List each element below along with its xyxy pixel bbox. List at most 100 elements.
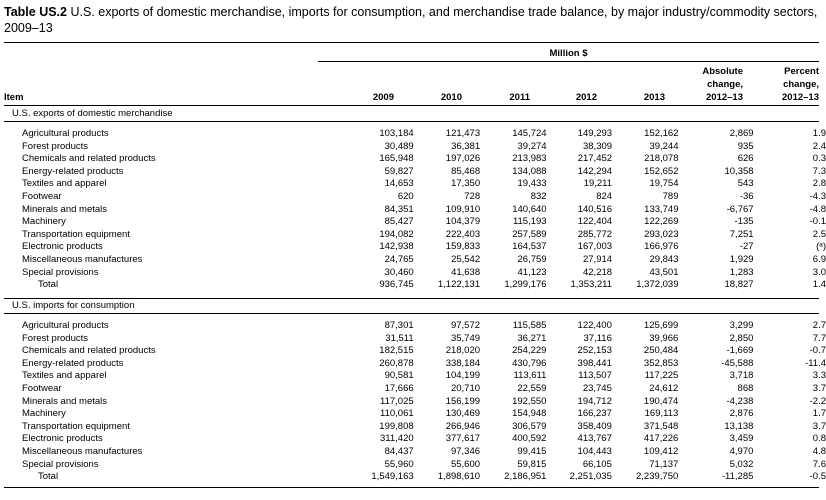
table-row: Special provisions 55,960 55,600 59,815 66,1… <box>4 459 826 472</box>
row-label: Energy-related products <box>22 165 124 177</box>
absolute-change-line2: change, <box>707 79 743 90</box>
percent-change-line2: change, <box>783 79 819 90</box>
table-row: Machinery 85,427 104,379 115,193 122,404 122,… <box>4 216 826 229</box>
table-row: Footwear 620 728 832 824 789 -36 -4.3 <box>4 191 826 204</box>
row-value: 1,898,610 <box>437 471 481 483</box>
row-value: 26,759 <box>517 253 547 265</box>
row-value: 199,808 <box>379 420 414 432</box>
row-value: 55,960 <box>384 458 414 470</box>
row-value: 285,772 <box>577 228 613 240</box>
row-value: 55,600 <box>450 458 481 470</box>
row-value: 122,404 <box>577 216 613 228</box>
row-value: 868 <box>737 382 754 394</box>
row-value: 338,184 <box>445 357 481 369</box>
row-value: 97,572 <box>450 320 481 331</box>
row-label: Minerals and metals <box>22 395 108 407</box>
row-value: 1.4 <box>812 279 826 291</box>
table-row: Agricultural products 87,301 97,572 115,585… <box>4 320 826 333</box>
row-value: 20,710 <box>450 382 481 394</box>
row-value: 1,283 <box>729 266 754 278</box>
row-value: 154,948 <box>512 408 547 420</box>
row-value: 133,749 <box>644 203 679 215</box>
row-value: 398,441 <box>577 357 612 369</box>
row-value: 149,293 <box>577 128 613 139</box>
table-row: Chemicals and related products 182,515 218… <box>4 345 826 358</box>
row-value: 159,833 <box>445 241 481 253</box>
row-value: 0.3 <box>812 153 826 165</box>
row-value: 824 <box>596 190 613 202</box>
row-label: Agricultural products <box>22 128 109 139</box>
table-row: Miscellaneous manufactures 84,437 97,346 99… <box>4 446 826 459</box>
row-value: 19,211 <box>583 178 613 190</box>
row-value: 3,299 <box>729 320 754 331</box>
row-value: 832 <box>530 190 547 202</box>
row-value: 142,294 <box>577 165 613 177</box>
table-number: Table US.2 <box>4 5 67 19</box>
row-label: Special provisions <box>22 266 99 278</box>
row-value: -36 <box>739 190 754 202</box>
row-value: 140,516 <box>577 203 613 215</box>
row-label: Miscellaneous manufactures <box>22 253 143 265</box>
header-rule <box>4 105 819 106</box>
row-label: Special provisions <box>22 458 99 470</box>
row-value: 252,153 <box>577 345 612 357</box>
row-value: 19,754 <box>649 178 679 190</box>
row-value: 7.7 <box>812 332 826 344</box>
row-value: 122,269 <box>644 216 679 228</box>
row-label: Total <box>38 471 59 483</box>
row-value: 41,123 <box>517 266 547 278</box>
row-value: 1,122,131 <box>437 279 481 291</box>
row-value: 165,948 <box>379 153 414 165</box>
table-row: Chemicals and related products 165,948 197… <box>4 153 826 166</box>
row-label: Energy-related products <box>22 357 124 369</box>
table-row: Forest products 31,511 35,749 36,271 37,116 3… <box>4 333 826 346</box>
row-value: 13,138 <box>724 420 754 432</box>
year-header-2012: 2012 <box>575 92 597 103</box>
row-value: 104,443 <box>577 445 612 457</box>
item-header: Item <box>4 92 24 103</box>
row-value: 260,878 <box>379 357 414 369</box>
row-value: 43,501 <box>649 266 679 278</box>
row-value: 18,827 <box>724 279 754 291</box>
row-value: 39,244 <box>649 140 679 152</box>
row-value: 113,611 <box>513 370 547 382</box>
row-value: 194,082 <box>379 228 414 240</box>
row-value: 85,468 <box>451 165 481 177</box>
row-value: 19,433 <box>517 178 547 190</box>
row-value: -11.4 <box>805 357 826 369</box>
row-value: 3.3 <box>812 370 826 382</box>
row-value: 358,409 <box>577 420 612 432</box>
row-value: 167,003 <box>577 241 613 253</box>
row-value: 59,815 <box>517 458 547 470</box>
row-value: -4.8 <box>809 203 826 215</box>
row-value: 1,353,211 <box>570 279 613 291</box>
row-value: 4.8 <box>812 445 826 457</box>
row-value: 1,929 <box>729 253 754 265</box>
row-value: 85,427 <box>384 216 414 228</box>
absolute-change-line3: 2012–13 <box>706 92 743 103</box>
year-header-2013: 2013 <box>643 92 665 103</box>
row-value: 121,473 <box>445 128 481 139</box>
row-label: Forest products <box>22 332 88 344</box>
row-value: 36,381 <box>451 140 481 152</box>
row-value: 140,640 <box>512 203 547 215</box>
row-label: Machinery <box>22 408 66 420</box>
row-label: Footwear <box>22 382 62 394</box>
row-value: 29,843 <box>649 253 679 265</box>
row-value: 37,116 <box>583 332 612 344</box>
row-value: 103,184 <box>379 128 414 139</box>
row-value: 84,437 <box>384 445 414 457</box>
row-value: 2,876 <box>729 408 754 420</box>
row-label: Machinery <box>22 216 66 228</box>
row-value: 413,767 <box>577 433 612 445</box>
exports-table: Agricultural products 103,184 121,473 145,7… <box>4 128 826 292</box>
row-value: 311,420 <box>380 433 414 445</box>
table-row: Energy-related products 260,878 338,184 430… <box>4 358 826 371</box>
percent-change-header: Percent change, 2012–13 <box>743 65 819 104</box>
row-value: 3,459 <box>729 433 754 445</box>
exports-section-rule <box>4 121 819 122</box>
row-value: 115,193 <box>512 216 547 228</box>
row-value: 42,218 <box>582 266 613 278</box>
row-value: 192,550 <box>512 395 547 407</box>
row-value: 113,507 <box>578 370 612 382</box>
